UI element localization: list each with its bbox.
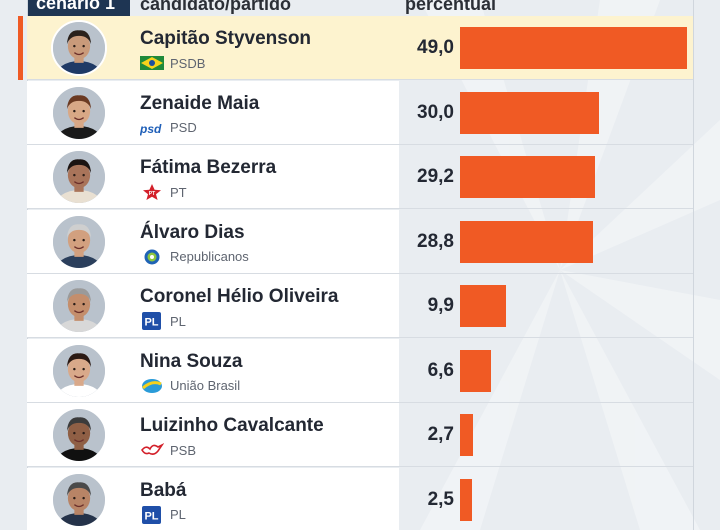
bar <box>460 91 599 134</box>
party-name: PSDB <box>170 55 206 71</box>
table-row: Babá PL PL 2,5 <box>0 467 720 530</box>
candidate-name: Luizinho Cavalcante <box>140 415 324 436</box>
value-label: 9,9 <box>427 295 454 316</box>
value-label: 28,8 <box>417 230 454 252</box>
party-info: PSB <box>140 441 196 459</box>
percent-cell <box>399 210 693 274</box>
candidate-name: Capitão Styvenson <box>140 28 312 49</box>
percent-cell <box>399 274 693 338</box>
candidate-photo <box>51 342 107 399</box>
pt-star-icon: PT <box>140 183 164 201</box>
candidate-photo <box>51 471 107 528</box>
table-row: Álvaro Dias Republicanos 28,8 <box>0 209 720 274</box>
candidate-photo <box>51 407 107 463</box>
value-label: 2,5 <box>427 488 454 510</box>
table-header: cenário 1 candidato/partido percentual <box>0 0 720 16</box>
candidate-photo <box>51 149 107 205</box>
bar <box>460 349 491 392</box>
bar <box>460 285 506 327</box>
party-name: PT <box>170 184 187 200</box>
percent-column-header: percentual <box>405 0 497 14</box>
candidate-photo <box>51 213 107 270</box>
candidate-name: Fátima Bezerra <box>140 157 277 178</box>
republicanos-logo-icon <box>140 248 164 266</box>
party-name: Republicanos <box>170 249 249 264</box>
party-info: PSDB <box>140 54 205 72</box>
table-row: Zenaide Maia psd PSD 30,0 <box>0 80 720 145</box>
candidate-name: Babá <box>140 479 187 501</box>
candidate-column-header: candidato/partido <box>140 0 292 14</box>
party-name: União Brasil <box>170 378 241 393</box>
psdb-logo-icon <box>140 54 164 72</box>
party-info: PT PT <box>140 183 187 201</box>
pl-logo-icon: PL <box>140 312 164 330</box>
value-label: 2,7 <box>427 424 454 445</box>
svg-text:PT: PT <box>149 191 155 197</box>
pl-logo-icon: PL <box>140 505 164 524</box>
psd-logo-icon: psd <box>139 119 164 137</box>
party-name: PSD <box>170 120 197 135</box>
svg-text:PL: PL <box>144 510 158 522</box>
table-row: Luizinho Cavalcante PSB 2,7 <box>0 403 720 467</box>
party-info: União Brasil <box>140 377 240 395</box>
scenario-tab[interactable]: cenário 1 <box>28 0 130 16</box>
psb-logo-icon <box>140 441 165 459</box>
value-label: 30,0 <box>417 101 454 123</box>
party-name: PL <box>170 313 186 329</box>
party-info: PL PL <box>140 505 186 524</box>
table-row: Capitão Styvenson PSDB 49,0 <box>0 16 720 80</box>
value-label: 6,6 <box>427 359 454 381</box>
bar <box>460 220 593 263</box>
percent-cell <box>399 81 693 145</box>
candidate-photo <box>51 84 107 141</box>
party-info: PL PL <box>140 312 186 330</box>
table-row: Coronel Hélio Oliveira PL PL 9,9 <box>0 274 720 338</box>
candidate-name: Nina Souza <box>140 350 243 372</box>
value-label: 49,0 <box>417 37 454 58</box>
table-row: Nina Souza União Brasil 6,6 <box>0 338 720 403</box>
percent-cell <box>399 403 693 467</box>
party-info: Republicanos <box>140 248 249 266</box>
party-name: PL <box>170 507 186 522</box>
candidate-name: Álvaro Dias <box>140 221 245 243</box>
table-row: Fátima Bezerra PT PT 29,2 <box>0 145 720 209</box>
highlight-stripe <box>18 16 23 80</box>
percent-cell <box>399 145 693 209</box>
candidate-name: Zenaide Maia <box>140 92 260 114</box>
percent-cell <box>399 339 693 403</box>
divider-right <box>693 0 694 530</box>
value-label: 29,2 <box>417 166 454 187</box>
candidate-photo <box>51 20 107 76</box>
svg-text:PL: PL <box>144 317 158 329</box>
svg-text:psd: psd <box>140 122 162 136</box>
party-name: PSB <box>170 442 197 458</box>
bar <box>460 414 473 456</box>
uniao-brasil-logo-icon <box>140 377 164 395</box>
candidate-photo <box>51 278 107 334</box>
bar <box>460 27 687 69</box>
party-info: psd PSD <box>139 119 197 137</box>
bar <box>460 156 595 198</box>
bar <box>460 478 472 521</box>
candidate-name: Coronel Hélio Oliveira <box>140 286 339 307</box>
